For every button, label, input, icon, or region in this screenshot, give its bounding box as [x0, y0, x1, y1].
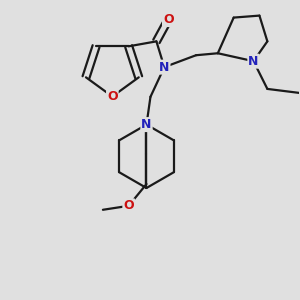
Text: O: O	[123, 199, 134, 212]
Text: O: O	[107, 90, 118, 103]
Text: N: N	[248, 55, 259, 68]
Text: N: N	[141, 118, 152, 131]
Text: N: N	[159, 61, 169, 74]
Text: O: O	[163, 13, 174, 26]
